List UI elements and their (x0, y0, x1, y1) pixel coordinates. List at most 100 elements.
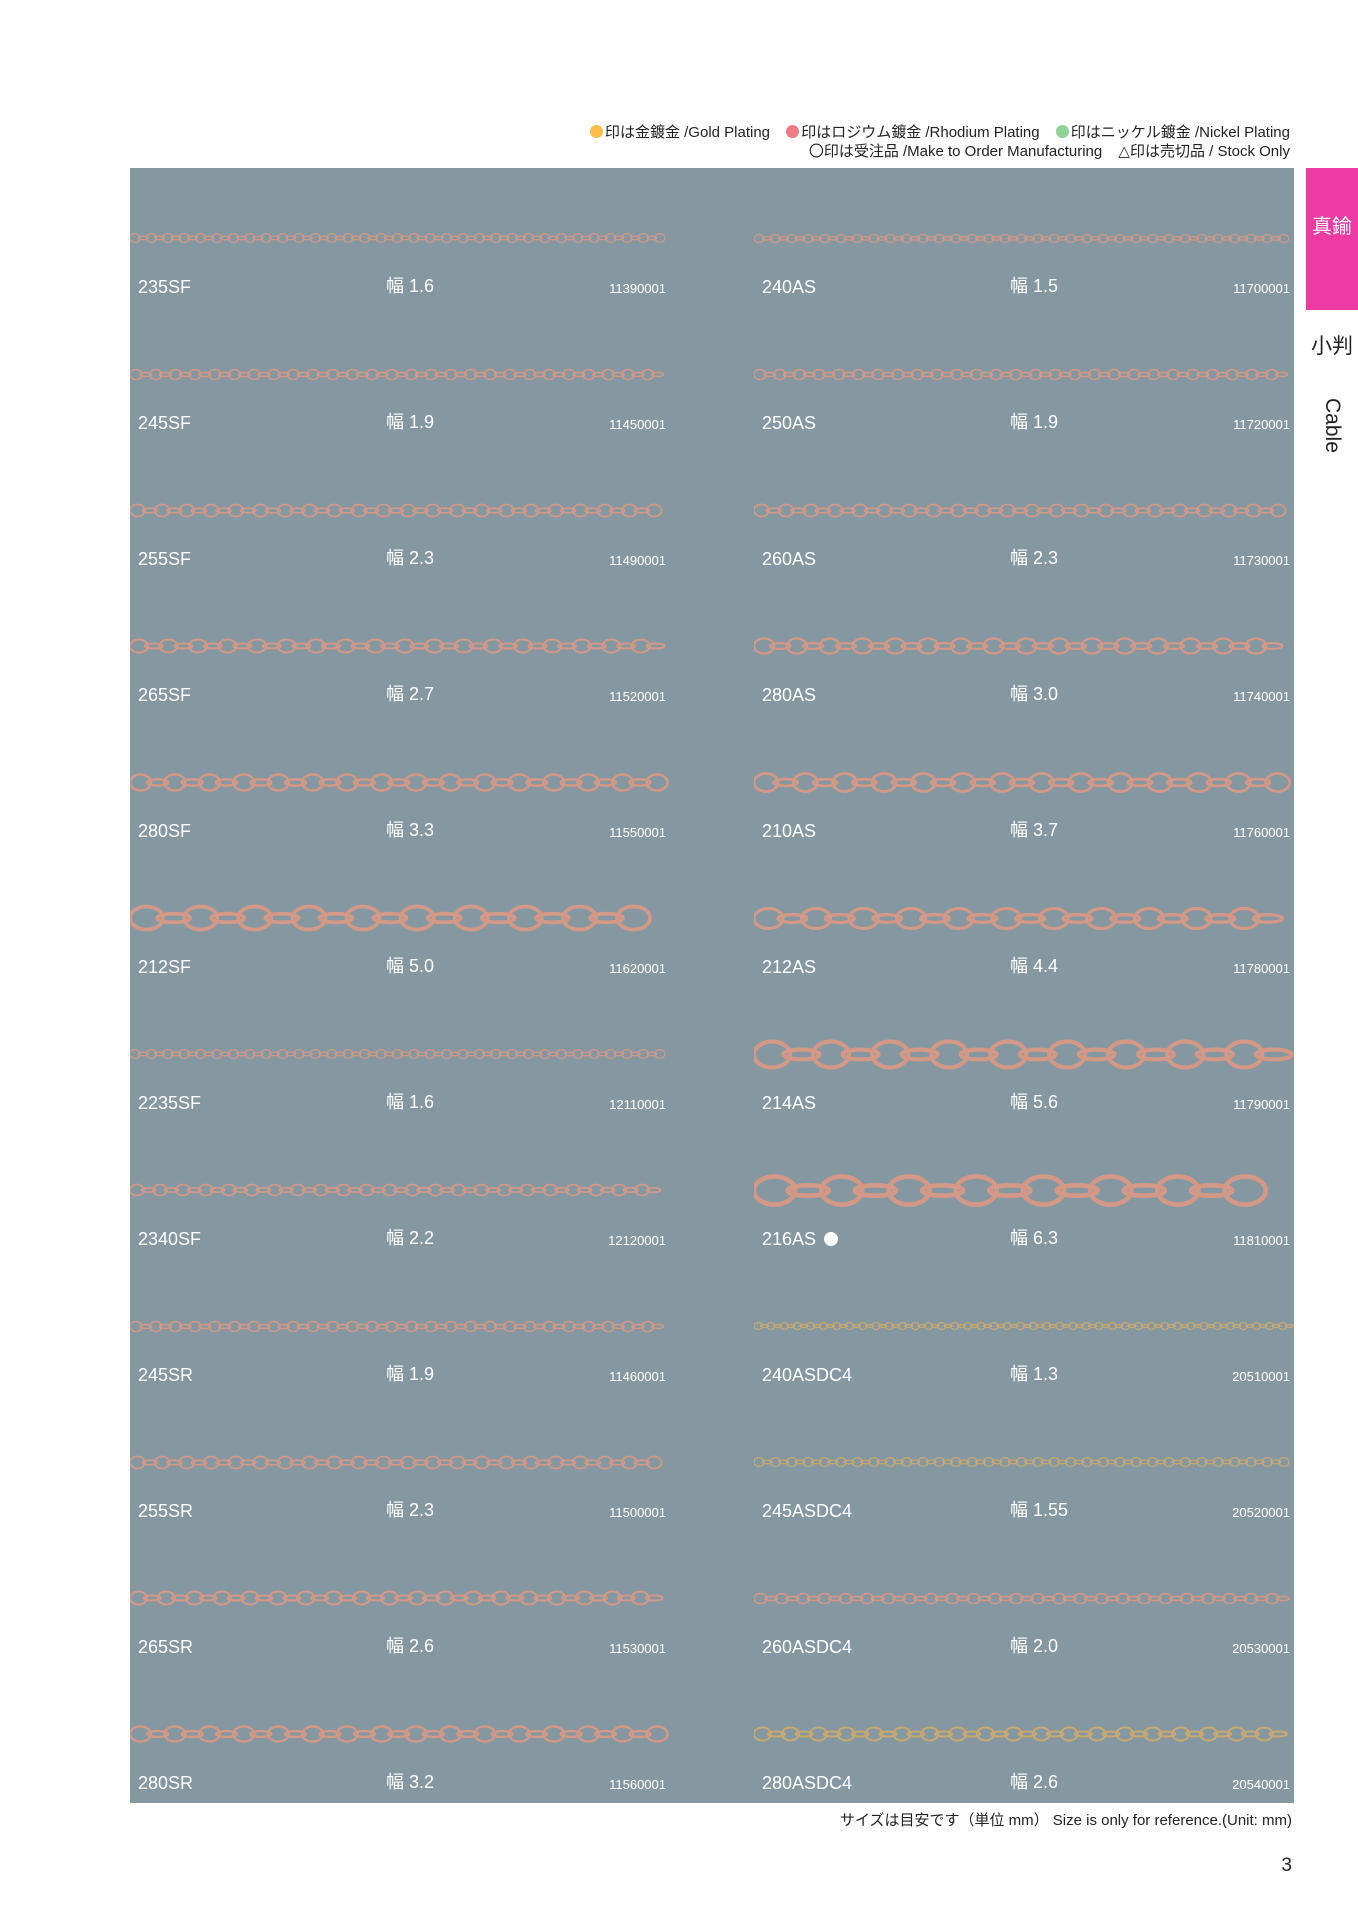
chain-entry[interactable]: 260AS 幅 2.3 11730001 (754, 440, 1294, 576)
chain-code: 280SF (138, 821, 191, 842)
chain-link (163, 773, 187, 792)
chain-link (989, 1321, 999, 1331)
chain-link (139, 371, 153, 378)
chain-link (1019, 371, 1033, 378)
chain-link (900, 641, 923, 651)
chain-link (485, 1186, 501, 1194)
chain-link (825, 1323, 835, 1328)
chain-link (448, 503, 466, 518)
chain-entry[interactable]: 260ASDC4 幅 2.0 20530001 (754, 1528, 1294, 1664)
chain-entry[interactable]: 2235SF 幅 1.6 12110001 (130, 984, 670, 1120)
chain-link (754, 1456, 765, 1468)
chain-entry[interactable]: 245SR 幅 1.9 11460001 (130, 1256, 670, 1392)
chain-width: 幅 3.7 (1010, 820, 1059, 840)
chain-link (318, 1729, 342, 1739)
chain-code: 265SR (138, 1637, 193, 1658)
chain-link (350, 1455, 368, 1470)
chain-entry[interactable]: 235SF 幅 1.6 11390001 (130, 168, 670, 304)
chain-entry[interactable]: 214AS 幅 5.6 11790001 (754, 984, 1294, 1120)
chain-link (385, 1320, 399, 1333)
chain-entry[interactable]: 250AS 幅 1.9 11720001 (754, 304, 1294, 440)
chain-link (1244, 637, 1268, 655)
chain-entry[interactable]: 255SF 幅 2.3 11490001 (130, 440, 670, 576)
chain-link (1126, 777, 1154, 788)
chain-link (483, 368, 497, 381)
chain-link (851, 503, 869, 518)
chain-link (1107, 368, 1121, 381)
chain-link (289, 1459, 306, 1466)
chain-link (362, 507, 380, 514)
chain-link (580, 235, 592, 241)
chain-entry[interactable]: 240ASDC4 幅 1.3 20510001 (754, 1256, 1294, 1392)
chain-link (178, 1455, 196, 1470)
chain-link (1132, 906, 1166, 931)
chain-link (202, 642, 223, 650)
chain-link (1081, 1456, 1093, 1468)
chain-entry[interactable]: 280ASDC4 幅 2.6 20540001 (754, 1664, 1294, 1800)
chain-code-text: 265SF (138, 685, 192, 705)
chain-link (584, 1459, 601, 1466)
chain-entry[interactable]: 280SF 幅 3.3 11550001 (130, 712, 670, 848)
chain-link (427, 1183, 444, 1197)
chain-link (1204, 236, 1216, 241)
chain-entry[interactable]: 245SF 幅 1.9 11450001 (130, 304, 670, 440)
chain-link (252, 1455, 269, 1470)
chain-link (899, 1047, 940, 1062)
chain-link (1196, 1456, 1208, 1468)
chain-link (473, 371, 488, 378)
chain-entry[interactable]: 212AS 幅 4.4 11780001 (754, 848, 1294, 984)
chain-width: 幅 4.4 (1010, 956, 1059, 976)
chain-link (942, 236, 954, 241)
chain-link (959, 371, 974, 378)
chain-link (918, 913, 952, 924)
chain-link (512, 638, 533, 654)
chain-link (473, 1455, 491, 1470)
chain-product-number: 20520001 (1232, 1505, 1290, 1520)
chain-entry[interactable]: 216AS 幅 6.3 11810001 (754, 1120, 1294, 1256)
chain-code: 2235SF (138, 1093, 201, 1114)
chain-link (1115, 1726, 1135, 1742)
chain-link (291, 642, 312, 650)
chain-entry[interactable]: 255SR 幅 2.3 11500001 (130, 1392, 670, 1528)
chain-entry[interactable]: 240AS 幅 1.5 11700001 (754, 168, 1294, 304)
chain-entry[interactable]: 280SR 幅 3.2 11560001 (130, 1664, 670, 1800)
chain-link (1113, 637, 1136, 655)
chain-link (1255, 371, 1269, 378)
chain-link (1062, 1595, 1077, 1602)
chain-link (933, 641, 956, 651)
chain-link (835, 1456, 847, 1468)
chain-link (1185, 1730, 1205, 1738)
chain-link (1130, 1456, 1142, 1468)
chain-link (888, 507, 906, 514)
chain-link (772, 777, 800, 788)
chain-link (498, 503, 515, 518)
chain-link (1009, 1592, 1024, 1605)
chain-link (949, 503, 967, 518)
chain-entry[interactable]: 265SF 幅 2.7 11520001 (130, 576, 670, 712)
chain-link (782, 371, 797, 378)
chain-link (1146, 772, 1174, 793)
chain-entry[interactable]: 265SR 幅 2.6 11530001 (130, 1528, 670, 1664)
chain-link (173, 642, 194, 650)
chain-link (588, 911, 625, 925)
chain-entry[interactable]: 212SF 幅 5.0 11620001 (130, 848, 670, 984)
chain-link (395, 371, 409, 378)
chain-link (1274, 371, 1289, 378)
chain-link (1065, 233, 1077, 244)
chain-link (166, 1459, 183, 1466)
chain-link (1059, 1726, 1079, 1742)
chain-entry[interactable]: 2340SF 幅 2.2 12120001 (130, 1120, 670, 1256)
chain-link (1232, 1323, 1242, 1328)
chain-link (1042, 1321, 1052, 1331)
chain-link (1038, 371, 1053, 378)
chain-link (416, 1051, 428, 1057)
chain-entry[interactable]: 280AS 幅 3.0 11740001 (754, 576, 1294, 712)
chain-link (454, 1323, 468, 1330)
chain-link (1015, 637, 1038, 655)
chain-link (1156, 913, 1189, 924)
chain-entry[interactable]: 210AS 幅 3.7 11760001 (754, 712, 1294, 848)
chain-link (1129, 1730, 1149, 1738)
chain-link (252, 503, 269, 518)
chain-link (240, 1590, 260, 1606)
chain-entry[interactable]: 245ASDC4 幅 1.55 20520001 (754, 1392, 1294, 1528)
